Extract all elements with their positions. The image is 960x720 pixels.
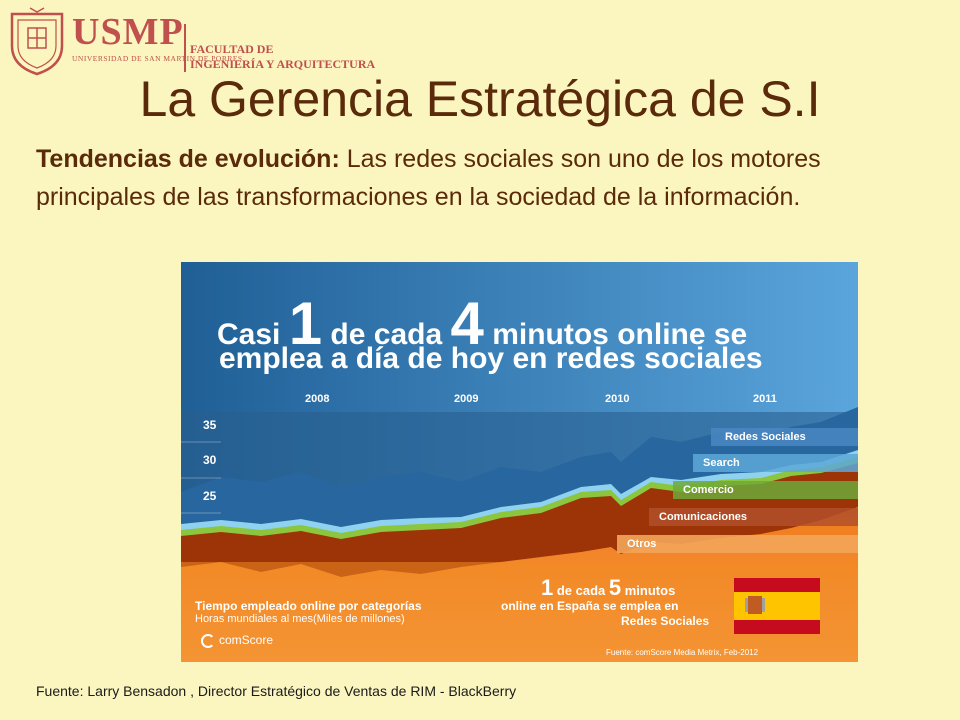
category-comercio: Comercio (683, 484, 734, 496)
spain-stat-line-2: online en España se emplea en (501, 599, 679, 613)
y-tick-label: 25 (203, 489, 217, 503)
headline-number-1: 1 (288, 290, 323, 357)
spain-end: minutos (621, 583, 676, 598)
headline-part-c: minutos online se (483, 318, 748, 351)
y-tick-label: 30 (203, 453, 217, 467)
faculty-line-1: FACULTAD DE (190, 42, 274, 56)
logo-divider (184, 24, 186, 72)
faculty-line-2: INGENIERÍA Y ARQUITECTURA (190, 57, 376, 71)
brand-subtitle: UNIVERSIDAD DE SAN MARTIN DE PORRES (72, 54, 243, 63)
slide-body: Tendencias de evolución: Las redes socia… (36, 140, 926, 216)
year-label: 2010 (605, 393, 630, 405)
headline-part-a: Casi (217, 318, 289, 351)
usmp-logo: USMP UNIVERSIDAD DE SAN MARTIN DE PORRES… (8, 6, 375, 80)
slide-title: La Gerencia Estratégica de S.I (139, 71, 821, 127)
faculty-name: FACULTAD DE INGENIERÍA Y ARQUITECTURA (190, 42, 375, 72)
spain-flag-icon (734, 578, 820, 634)
lead-text: Las redes sociales son uno de los motore… (36, 145, 821, 211)
bar-comunicaciones (649, 508, 858, 526)
legend-title: Tiempo empleado online por categorías (195, 599, 422, 613)
bar-search (693, 454, 858, 472)
headline-number-2: 4 (450, 290, 484, 357)
infographic-image: Casi 1 de cada 4 minutos online se emple… (181, 262, 858, 662)
comscore-brand: comScore (201, 633, 273, 648)
legend-subtitle: Horas mundiales al mes(Miles de millones… (195, 613, 405, 625)
slide-footer: Fuente: Larry Bensadon , Director Estrat… (36, 683, 517, 699)
spain-stat-line-1: 1 de cada 5 minutos (541, 575, 675, 601)
category-otros: Otros (627, 538, 657, 550)
year-label: 2008 (305, 393, 330, 405)
y-tick-label: 35 (203, 418, 217, 432)
spain-number-2: 5 (608, 575, 622, 600)
headline-line-1: Casi 1 de cada 4 minutos online se (217, 294, 747, 354)
bar-otros (617, 535, 858, 553)
year-label: 2009 (454, 393, 479, 405)
headline-part-b: de cada (322, 318, 451, 351)
bar-comercio (673, 481, 858, 499)
comscore-logo-icon (201, 633, 215, 648)
university-seal-icon (10, 7, 64, 76)
headline-line-2: emplea a día de hoy en redes sociales (219, 342, 763, 375)
spain-stat-line-3: Redes Sociales (621, 614, 710, 628)
category-comunicaciones: Comunicaciones (659, 511, 748, 523)
category-search: Search (703, 457, 740, 469)
bar-redes-sociales (711, 428, 858, 446)
category-redes-sociales: Redes Sociales (725, 431, 806, 443)
lead-bold: Tendencias de evolución: (36, 145, 340, 173)
comscore-name: comScore (219, 633, 274, 647)
image-source: Fuente: comScore Media Metrix, Feb-2012 (606, 648, 759, 657)
brand-name: USMP (72, 11, 184, 53)
spain-number-1: 1 (541, 575, 554, 600)
infographic-canvas (181, 262, 858, 662)
year-label: 2011 (753, 393, 777, 405)
spain-mid: de cada (553, 583, 609, 598)
